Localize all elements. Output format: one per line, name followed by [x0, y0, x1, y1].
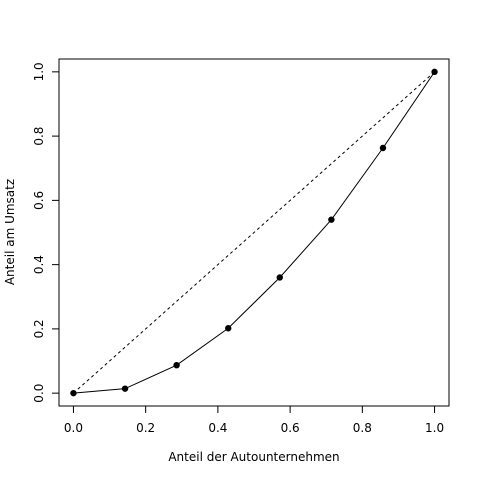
y-tick-label: 0.0	[32, 384, 46, 403]
y-tick-label: 0.2	[32, 319, 46, 338]
x-tick-label: 0.6	[281, 421, 300, 435]
y-tick-label: 0.4	[32, 255, 46, 274]
x-tick-label: 1.0	[425, 421, 444, 435]
data-point	[173, 361, 180, 369]
equality-line	[73, 71, 435, 394]
data-point	[328, 216, 335, 223]
x-tick-label: 0.0	[64, 421, 83, 435]
y-axis-label: Anteil am Umsatz	[3, 179, 17, 285]
series-layer	[70, 68, 438, 397]
data-point	[225, 325, 232, 332]
x-tick-label: 0.8	[353, 421, 372, 435]
lorenz-curve-line	[73, 71, 435, 394]
x-tick-label: 0.2	[136, 421, 155, 435]
y-tick-label: 0.8	[32, 127, 46, 146]
y-axis: 0.0 0.2 0.4 0.6 0.8 1.0	[32, 62, 60, 403]
y-tick-label: 1.0	[32, 62, 46, 81]
y-tick-label: 0.6	[32, 191, 46, 210]
x-axis-label: Anteil der Autounternehmen	[168, 450, 339, 464]
x-tick-label: 0.4	[208, 421, 227, 435]
x-axis: 0.0 0.2 0.4 0.6 0.8 1.0	[64, 405, 444, 435]
data-point	[276, 274, 283, 281]
data-point	[121, 385, 129, 392]
data-point	[379, 144, 387, 152]
